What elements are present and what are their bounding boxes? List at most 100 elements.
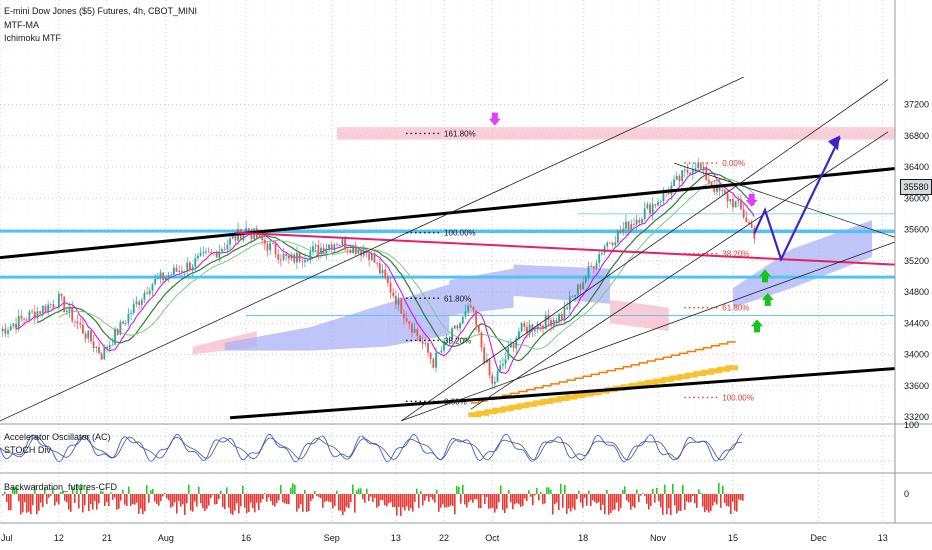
backwardation-bar [732, 494, 734, 502]
candle-body [542, 325, 544, 330]
candle-body [716, 184, 718, 192]
backwardation-bar [426, 494, 428, 497]
candle-body [263, 239, 266, 244]
candle-body [20, 315, 23, 319]
backwardation-bar [682, 484, 684, 494]
candle-body [397, 297, 400, 305]
candle-body [49, 304, 52, 306]
candle-body [146, 292, 149, 294]
candle-body [742, 209, 745, 218]
legend-mtf-ma[interactable]: MTF-MA [4, 20, 39, 30]
candle-body [488, 359, 491, 376]
legend-ichimoku[interactable]: Ichimoku MTF [4, 33, 62, 43]
backwardation-bar [192, 494, 194, 512]
backwardation-bar [128, 486, 130, 494]
backwardation-bar [110, 492, 112, 494]
backwardation-bar [476, 494, 478, 500]
candle-body [510, 344, 512, 348]
candle-body [411, 324, 413, 333]
stoch-div-title[interactable]: STOCH Div [4, 445, 51, 455]
pink-trend-line [235, 231, 896, 266]
backwardation-bar [266, 494, 268, 502]
backwardation-bar [626, 494, 628, 501]
y-tick-label: 34000 [904, 350, 929, 360]
candle-body [673, 179, 675, 186]
candle-body [17, 315, 20, 329]
backwardation-bar [576, 494, 578, 500]
backwardation-bar [164, 492, 166, 494]
backwardation-bar [578, 490, 580, 494]
backwardation-bar [554, 494, 556, 505]
backwardation-bar [522, 494, 524, 506]
candle-body [555, 319, 558, 322]
backwardation-bar [558, 494, 560, 510]
candle-body [750, 223, 753, 228]
backwardation-tick: 0 [904, 489, 909, 499]
backwardation-bar [718, 483, 720, 494]
backwardation-bar [194, 494, 196, 502]
backwardation-bar [452, 494, 454, 506]
backwardation-bar [14, 488, 16, 494]
backwardation-bar [408, 494, 410, 511]
backwardation-bar [658, 494, 660, 502]
candle-body [258, 234, 261, 238]
candle-body [600, 253, 603, 255]
candle-body [649, 204, 651, 214]
candle-body [400, 297, 403, 314]
backwardation-bar [572, 494, 574, 508]
channel-line [470, 131, 889, 410]
backwardation-bar [474, 494, 476, 500]
backwardation-bar [330, 494, 332, 503]
backwardation-bar [106, 494, 108, 502]
backwardation-bar [86, 488, 88, 494]
backwardation-bar [424, 494, 426, 501]
candle-body [675, 175, 678, 180]
backwardation-bar [324, 494, 326, 502]
backwardation-bar [80, 484, 82, 494]
backwardation-bar [224, 494, 226, 510]
backwardation-bar [124, 494, 126, 505]
backwardation-bar [122, 489, 124, 494]
backwardation-bar [740, 494, 742, 501]
candle-body [389, 282, 392, 293]
candle-body [378, 263, 381, 274]
candle-body [574, 294, 577, 297]
backwardation-bar [212, 494, 214, 495]
backwardation-bar [430, 494, 432, 498]
candle-body [641, 219, 643, 223]
backwardation-bar [52, 487, 54, 494]
candle-body [469, 305, 472, 307]
backwardation-bar [334, 494, 336, 506]
backwardation-bar [140, 494, 142, 509]
backwardation-bar [434, 494, 436, 503]
backwardation-bar [438, 494, 440, 512]
backwardation-bar [582, 494, 584, 508]
cloud-blue [791, 220, 873, 289]
backwardation-bar [616, 494, 618, 503]
backwardation-bar [544, 494, 546, 504]
oscillator-title[interactable]: Accelerator Oscillator (AC) [4, 432, 111, 442]
candle-body [451, 328, 453, 340]
backwardation-bar [152, 488, 154, 494]
backwardation-bar [472, 494, 474, 503]
candle-body [584, 277, 587, 283]
backwardation-bar [416, 488, 418, 494]
backwardation-bar [114, 494, 116, 498]
candle-body [317, 245, 320, 254]
backwardation-title[interactable]: Backwardation_futures-CFD [4, 482, 118, 492]
backwardation-bar [312, 494, 314, 499]
backwardation-bar [742, 494, 744, 501]
candle-body [336, 244, 338, 246]
backwardation-bar [622, 489, 624, 494]
backwardation-bar [676, 494, 678, 514]
backwardation-bar [460, 494, 462, 504]
backwardation-bar [508, 489, 510, 494]
candle-body [322, 247, 325, 253]
backwardation-bar [410, 494, 412, 509]
candle-body [699, 163, 702, 169]
candle-body [106, 346, 108, 349]
candle-body [151, 284, 154, 291]
backwardation-bar [700, 492, 702, 494]
